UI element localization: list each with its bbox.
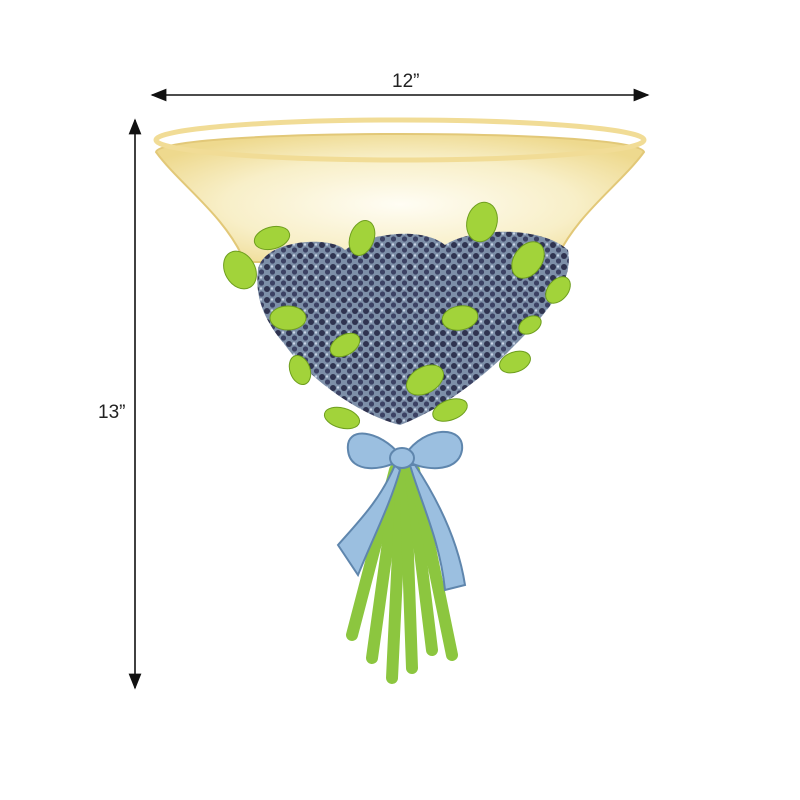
ribbon-bow — [336, 430, 467, 592]
height-label: 13” — [98, 402, 126, 423]
flower-cluster — [257, 231, 569, 425]
leaves — [223, 201, 571, 430]
width-label: 12” — [392, 71, 420, 92]
